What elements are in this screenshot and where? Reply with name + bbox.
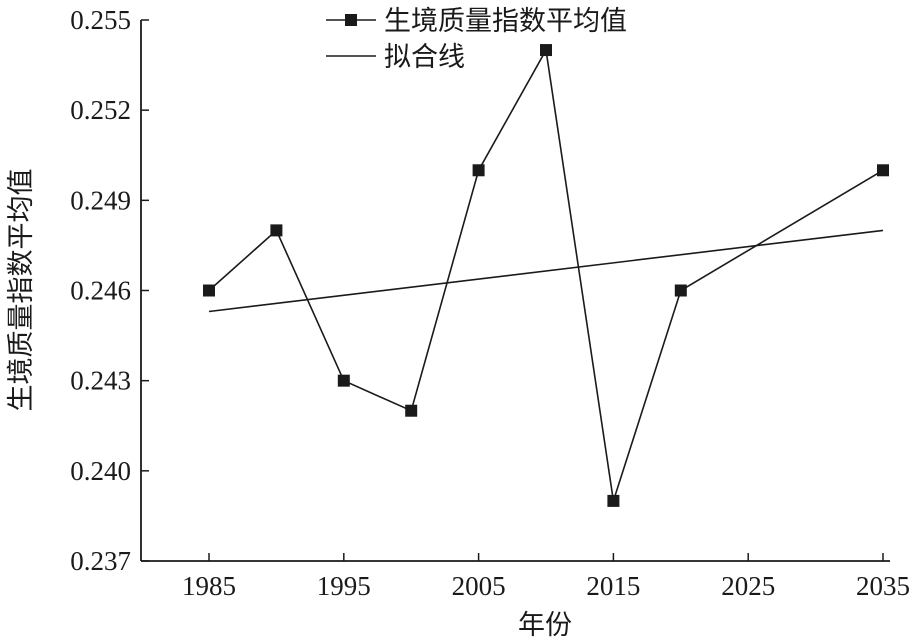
y-tick-label: 0.252	[70, 95, 131, 125]
data-point	[607, 494, 620, 507]
data-point	[877, 164, 889, 177]
legend-label-2: 拟合线	[384, 42, 465, 73]
x-axis-ticks: 1985 1995 2005 2015 2025 2035	[182, 553, 910, 601]
x-tick-label: 2025	[721, 571, 775, 601]
legend-marker-1	[345, 14, 357, 26]
data-point	[540, 44, 552, 57]
x-tick-label: 2005	[452, 571, 506, 601]
data-point	[674, 284, 687, 297]
y-tick-label: 0.240	[70, 456, 131, 486]
legend-label-1: 生境质量指数平均值	[384, 6, 627, 37]
series-line-2	[208, 229, 884, 313]
series-layer	[203, 44, 889, 507]
y-tick-label: 0.243	[70, 366, 131, 396]
data-point	[270, 224, 283, 237]
axes	[140, 20, 890, 562]
data-point	[472, 164, 485, 177]
y-tick-label: 0.255	[70, 5, 131, 35]
data-point	[405, 404, 418, 417]
y-axis-ticks: 0.237 0.240 0.243 0.246 0.249 0.252 0.255	[70, 5, 149, 576]
y-tick-label: 0.237	[70, 546, 131, 576]
x-tick-label: 1985	[182, 571, 236, 601]
x-tick-label: 1995	[317, 571, 371, 601]
y-tick-label: 0.246	[70, 276, 131, 306]
x-tick-label: 2015	[586, 571, 640, 601]
data-point	[337, 374, 350, 387]
y-axis-title: 生境质量指数平均值	[6, 169, 37, 412]
x-tick-label: 2035	[856, 571, 910, 601]
x-axis-title: 年份	[518, 610, 572, 641]
series-line-1	[208, 47, 884, 502]
y-tick-label: 0.249	[70, 185, 131, 215]
data-point	[203, 284, 215, 297]
